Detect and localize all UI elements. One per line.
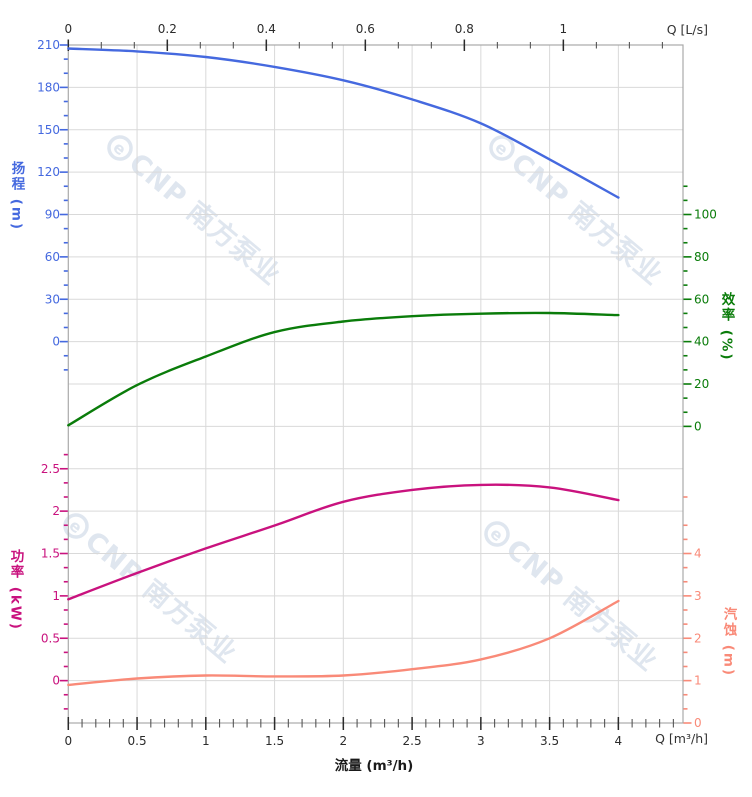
head-tick-label: 30 (45, 292, 60, 306)
x-top-tick-label: 0.4 (257, 22, 276, 36)
head-tick-label: 90 (45, 208, 60, 222)
x-tick-label: 1 (202, 734, 210, 748)
cnp-logo-icon (489, 135, 515, 161)
x-top-tick-label: 0.2 (158, 22, 177, 36)
head-tick-label: 150 (37, 123, 60, 137)
head-tick-label: 120 (37, 165, 60, 179)
npsh-axis-title: 汽蚀 (m) (720, 607, 737, 678)
power-axis-title: 功率 (kW) (7, 549, 24, 631)
x-tick-label: 1.5 (265, 734, 284, 748)
x-top-tick-label: 0.6 (356, 22, 375, 36)
power-tick-label: 2 (52, 504, 60, 518)
eff-tick-label: 60 (694, 292, 709, 306)
npsh-tick-label: 0 (694, 716, 702, 730)
head-tick-label: 180 (37, 80, 60, 94)
power-tick-label: 1 (52, 589, 60, 603)
power-curve (67, 483, 620, 601)
cnp-logo-icon (107, 135, 133, 161)
power-tick-label: 0.5 (41, 631, 60, 645)
x-tick-label: 2 (340, 734, 348, 748)
x-tick-label: 3.5 (540, 734, 559, 748)
bottom-axis-unit-label: Q [m³/h] (655, 731, 708, 746)
eff-tick-label: 0 (694, 419, 702, 433)
npsh-tick-label: 3 (694, 589, 702, 603)
head-tick-label: 0 (52, 335, 60, 349)
x-top-tick-label: 0 (64, 22, 72, 36)
eff-tick-label: 40 (694, 335, 709, 349)
watermark-text: CNP 南方泵业 (505, 147, 669, 292)
watermark-text: CNP 南方泵业 (123, 147, 287, 292)
power-tick-label: 2.5 (41, 462, 60, 476)
npsh-tick-label: 2 (694, 631, 702, 645)
plot-border (67, 44, 684, 724)
x-tick-label: 0.5 (128, 734, 147, 748)
x-top-tick-label: 0.8 (455, 22, 474, 36)
head-tick-label: 60 (45, 250, 60, 264)
x-tick-label: 0 (64, 734, 72, 748)
npsh-tick-label: 1 (694, 674, 702, 688)
power-tick-label: 0 (52, 674, 60, 688)
x-tick-label: 3 (477, 734, 485, 748)
head-curve (67, 47, 620, 199)
watermark-text: CNP 南方泵业 (500, 533, 664, 678)
eff-tick-label: 20 (694, 377, 709, 391)
cnp-logo-icon (63, 513, 89, 539)
watermark-text: CNP 南方泵业 (79, 525, 243, 670)
eff-tick-label: 80 (694, 250, 709, 264)
power-tick-label: 1.5 (41, 547, 60, 561)
x-tick-label: 2.5 (403, 734, 422, 748)
eff-tick-label: 100 (694, 208, 717, 222)
eff-curve (67, 311, 620, 427)
x-top-tick-label: 1 (560, 22, 568, 36)
npsh-tick-label: 4 (694, 547, 702, 561)
npsh-curve (67, 599, 620, 687)
top-axis-unit-label: Q [L/s] (666, 22, 708, 37)
cnp-logo-icon (484, 521, 510, 547)
efficiency-axis-title: 效率 (%) (718, 292, 735, 362)
flow-axis-title: 流量 (m³/h) (334, 758, 414, 774)
x-tick-label: 4 (615, 734, 623, 748)
head-tick-label: 210 (37, 38, 60, 52)
head-axis-title: 扬程 (m) (8, 161, 25, 232)
